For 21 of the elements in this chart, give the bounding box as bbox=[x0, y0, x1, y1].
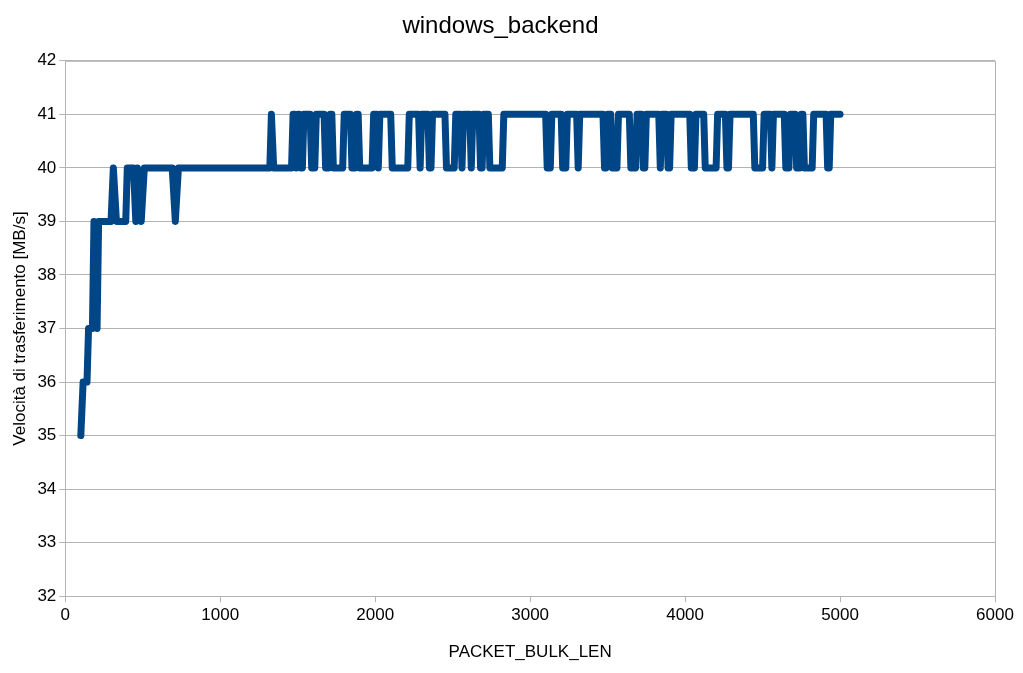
y-tick-label: 38 bbox=[37, 264, 57, 284]
x-tick-label: 6000 bbox=[976, 605, 1014, 625]
x-axis-title: PACKET_BULK_LEN bbox=[448, 642, 612, 662]
x-tick-label: 4000 bbox=[666, 605, 705, 625]
x-tick-label: 0 bbox=[60, 605, 71, 625]
chart-title: windows_backend bbox=[401, 11, 599, 39]
y-tick-label: 40 bbox=[37, 157, 57, 177]
y-tick-label: 32 bbox=[37, 585, 57, 605]
x-tick-label: 1000 bbox=[201, 605, 240, 625]
y-tick-label: 37 bbox=[37, 318, 57, 338]
x-tick-label: 2000 bbox=[356, 605, 395, 625]
x-tick-label: 3000 bbox=[511, 605, 550, 625]
y-tick-label: 42 bbox=[37, 50, 57, 70]
y-tick-label: 36 bbox=[37, 371, 57, 391]
y-tick-label: 34 bbox=[37, 478, 57, 498]
y-tick-label: 33 bbox=[37, 532, 57, 552]
y-axis-title: Velocità di trasferimento [MB/s] bbox=[9, 211, 29, 446]
y-tick-label: 39 bbox=[37, 211, 57, 231]
x-tick-label: 5000 bbox=[821, 605, 859, 625]
y-tick-label: 35 bbox=[37, 425, 57, 445]
y-tick-label: 41 bbox=[37, 104, 57, 124]
